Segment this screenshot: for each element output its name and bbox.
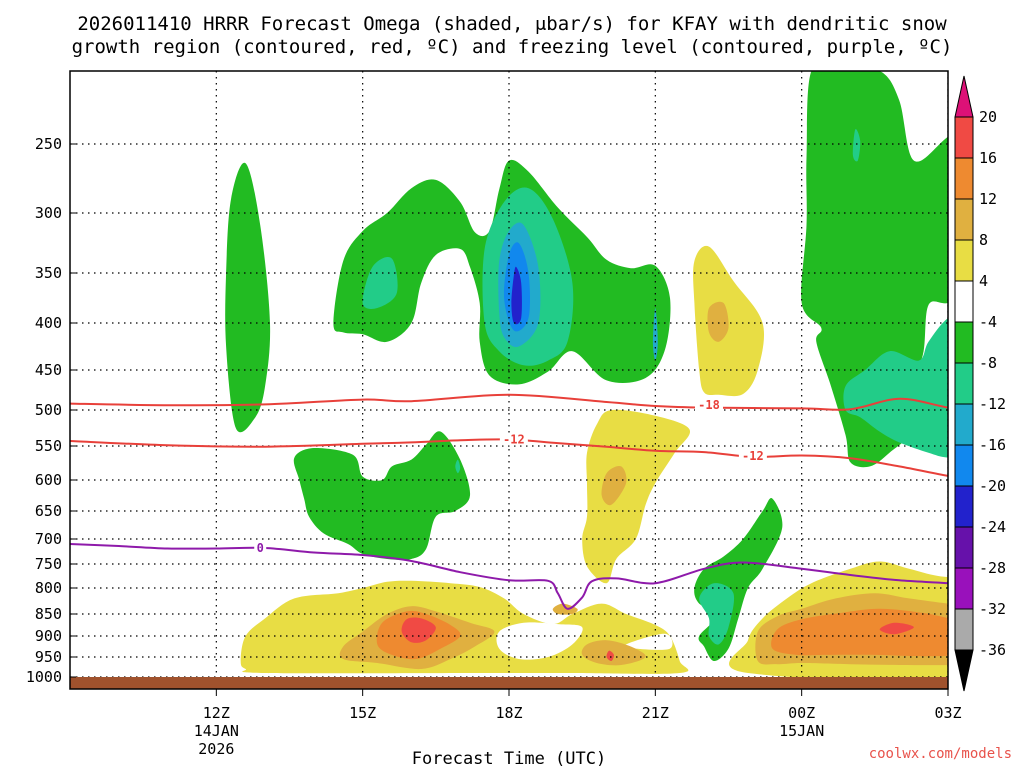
y-tick-label-750: 750 bbox=[35, 555, 62, 573]
omega-region-30 bbox=[771, 608, 948, 657]
colorbar-swatch-8 bbox=[954, 403, 974, 446]
colorbar-label-1: 16 bbox=[979, 149, 997, 167]
omega-region-16 bbox=[455, 459, 461, 474]
colorbar-label-5: -4 bbox=[979, 313, 997, 331]
colorbar-label-4: 4 bbox=[979, 272, 988, 290]
x-tick-label-12Z: 12Z bbox=[203, 704, 230, 722]
colorbar-label-12: -32 bbox=[979, 600, 1006, 618]
y-tick-label-350: 350 bbox=[35, 264, 62, 282]
omega-region-21 bbox=[624, 633, 673, 650]
colorbar-swatch-3 bbox=[954, 198, 974, 241]
omega-region-5 bbox=[511, 266, 522, 325]
contour-label-2: -12 bbox=[742, 449, 764, 463]
omega-region-7 bbox=[652, 308, 658, 361]
y-tick-label-500: 500 bbox=[35, 401, 62, 419]
x-tick-year-12Z: 2026 bbox=[198, 740, 234, 758]
colorbar-label-3: 8 bbox=[979, 231, 988, 249]
x-tick-date-00Z: 15JAN bbox=[779, 722, 824, 740]
x-tick-label-00Z: 00Z bbox=[788, 704, 815, 722]
colorbar-swatch-10 bbox=[954, 485, 974, 528]
omega-region-14 bbox=[601, 466, 627, 506]
y-tick-label-850: 850 bbox=[35, 605, 62, 623]
omega-region-9 bbox=[843, 318, 948, 458]
omega-region-18 bbox=[699, 583, 735, 645]
y-tick-label-800: 800 bbox=[35, 579, 62, 597]
colorbar-swatch-6 bbox=[954, 321, 974, 364]
grid-lines bbox=[70, 71, 948, 689]
colorbar-label-9: -20 bbox=[979, 477, 1006, 495]
omega-region-15 bbox=[293, 431, 471, 560]
colorbar-label-2: 12 bbox=[979, 190, 997, 208]
colorbar-swatch-2 bbox=[954, 157, 974, 200]
credit-label: coolwx.com/models bbox=[869, 746, 1012, 762]
colorbar-swatch-13 bbox=[954, 608, 974, 651]
omega-region-0 bbox=[225, 162, 271, 433]
ground-terrain bbox=[70, 677, 948, 689]
colorbar-bottom-arrow bbox=[954, 649, 974, 692]
colorbar-swatch-5 bbox=[954, 280, 974, 323]
colorbar-label-13: -36 bbox=[979, 641, 1006, 659]
omega-region-27 bbox=[606, 650, 614, 662]
y-tick-label-550: 550 bbox=[35, 437, 62, 455]
colorbar-label-6: -8 bbox=[979, 354, 997, 372]
chart-title-line2: growth region (contoured, red, ºC) and f… bbox=[72, 36, 953, 58]
colorbar-swatch-12 bbox=[954, 567, 974, 610]
omega-region-12 bbox=[707, 301, 729, 342]
contour-label-bg-3 bbox=[254, 541, 267, 554]
y-tick-label-650: 650 bbox=[35, 502, 62, 520]
contour-label-bg-1 bbox=[499, 432, 528, 446]
y-tick-label-400: 400 bbox=[35, 314, 62, 332]
y-tick-label-700: 700 bbox=[35, 530, 62, 548]
omega-region-26 bbox=[581, 640, 646, 666]
y-tick-label-250: 250 bbox=[35, 135, 62, 153]
colorbar-label-7: -12 bbox=[979, 395, 1006, 413]
omega-region-11 bbox=[693, 245, 765, 397]
y-tick-label-900: 900 bbox=[35, 627, 62, 645]
contour-label-3: 0 bbox=[257, 541, 264, 555]
contour-label-0: -18 bbox=[698, 398, 720, 412]
contour-line-1 bbox=[70, 438, 948, 477]
omega-region-13 bbox=[582, 409, 691, 584]
colorbar-label-8: -16 bbox=[979, 436, 1006, 454]
x-tick-label-18Z: 18Z bbox=[495, 704, 522, 722]
omega-region-31 bbox=[879, 622, 914, 635]
y-tick-label-300: 300 bbox=[35, 204, 62, 222]
colorbar-label-11: -28 bbox=[979, 559, 1006, 577]
temperature-contours: -18 -12 -12 0 bbox=[70, 393, 948, 610]
x-tick-label-15Z: 15Z bbox=[349, 704, 376, 722]
contour-label-bg-2 bbox=[738, 449, 767, 463]
contour-label-1: -12 bbox=[503, 433, 525, 447]
y-tick-label-600: 600 bbox=[35, 471, 62, 489]
contour-line-0 bbox=[70, 393, 948, 411]
y-tick-label-950: 950 bbox=[35, 648, 62, 666]
omega-shading bbox=[225, 71, 948, 682]
x-tick-label-21Z: 21Z bbox=[642, 704, 669, 722]
colorbar-swatch-11 bbox=[954, 526, 974, 569]
x-axis-title: Forecast Time (UTC) bbox=[412, 749, 606, 768]
omega-region-20 bbox=[496, 622, 583, 660]
omega-region-6 bbox=[362, 257, 398, 309]
colorbar: 20 16 12 8 4 -4 -8 -12 -16 -20 -24 -28 -32 -36 bbox=[954, 75, 1006, 692]
colorbar-swatch-1 bbox=[954, 116, 974, 159]
chart-title-line1: 2026011410 HRRR Forecast Omega (shaded, … bbox=[77, 13, 947, 35]
contour-label-bg-0 bbox=[694, 398, 723, 412]
x-tick-label-03Z: 03Z bbox=[934, 704, 961, 722]
omega-region-10 bbox=[852, 129, 861, 162]
omega-region-24 bbox=[401, 617, 436, 643]
colorbar-label-0: 20 bbox=[979, 108, 997, 126]
x-tick-date-12Z: 14JAN bbox=[194, 722, 239, 740]
y-axis: 250 300 350 400 450 500 550 600 650 700 750 800 850 9… bbox=[26, 135, 76, 686]
colorbar-swatch-9 bbox=[954, 444, 974, 487]
colorbar-label-10: -24 bbox=[979, 518, 1006, 536]
colorbar-swatch-7 bbox=[954, 362, 974, 405]
colorbar-top-arrow bbox=[954, 75, 974, 118]
colorbar-swatch-4 bbox=[954, 239, 974, 282]
y-tick-label-1000: 1000 bbox=[26, 668, 62, 686]
y-tick-label-450: 450 bbox=[35, 361, 62, 379]
